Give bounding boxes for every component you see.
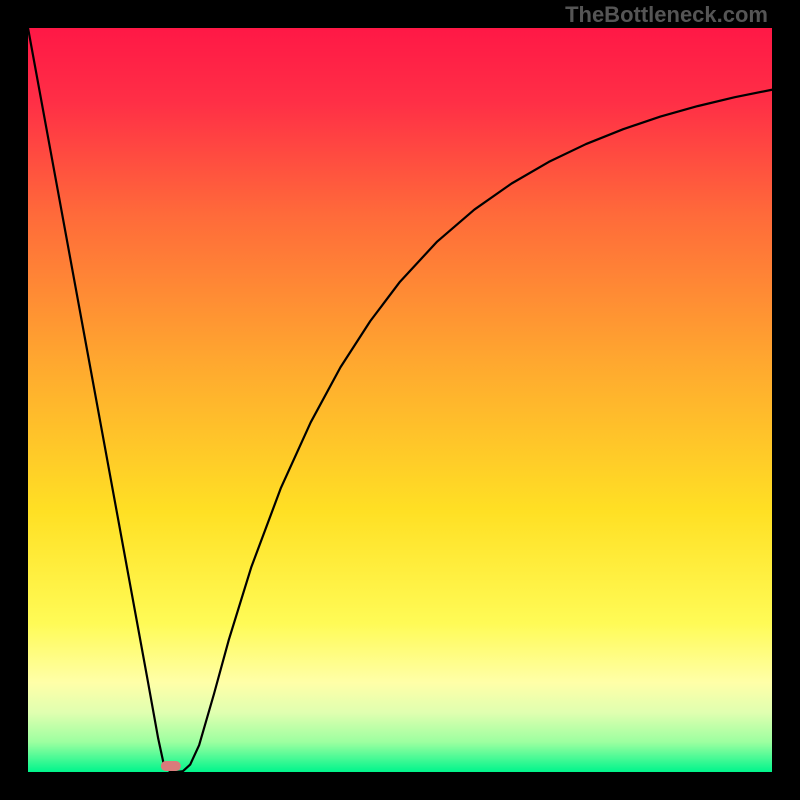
chart-frame: TheBottleneck.com [0,0,800,800]
valley-marker [161,761,181,771]
watermark-text: TheBottleneck.com [565,2,768,28]
plot-background-gradient [28,28,772,772]
chart-svg [0,0,800,800]
